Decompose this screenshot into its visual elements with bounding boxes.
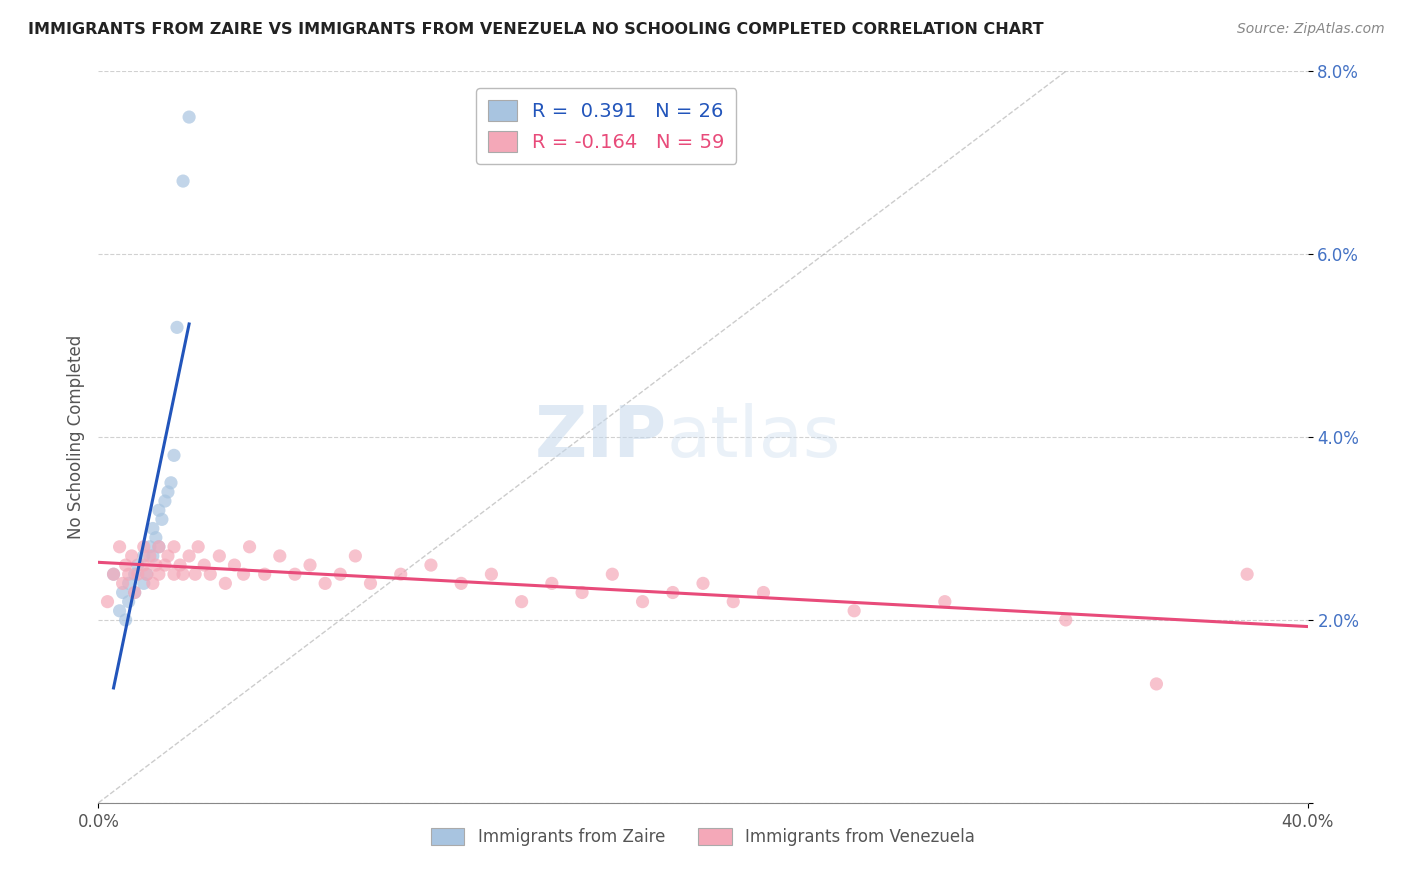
Point — [169, 558, 191, 573]
Point — [111, 585, 134, 599]
Point — [224, 558, 246, 573]
Point — [510, 595, 533, 609]
Point — [135, 567, 157, 582]
Point — [127, 567, 149, 582]
Point — [114, 558, 136, 573]
Point — [132, 558, 155, 573]
Point — [540, 576, 562, 591]
Text: Source: ZipAtlas.com: Source: ZipAtlas.com — [1237, 22, 1385, 37]
Point — [163, 567, 186, 582]
Point — [166, 320, 188, 334]
Point — [145, 558, 167, 573]
Point — [148, 503, 170, 517]
Point — [232, 567, 254, 582]
Point — [156, 549, 179, 563]
Point — [103, 567, 125, 582]
Point — [121, 549, 143, 563]
Point — [118, 595, 141, 609]
Point — [148, 567, 170, 582]
Legend: Immigrants from Zaire, Immigrants from Venezuela: Immigrants from Zaire, Immigrants from V… — [425, 822, 981, 853]
Point — [571, 585, 593, 599]
Point — [602, 567, 624, 582]
Point — [142, 576, 165, 591]
Point — [214, 576, 236, 591]
Point — [172, 567, 194, 582]
Point — [135, 567, 157, 582]
Point — [1054, 613, 1077, 627]
Point — [124, 585, 146, 599]
Point — [284, 567, 307, 582]
Point — [661, 585, 683, 599]
Point — [360, 576, 382, 591]
Point — [844, 604, 866, 618]
Point — [253, 567, 276, 582]
Point — [132, 540, 155, 554]
Point — [179, 110, 201, 124]
Point — [132, 549, 155, 563]
Point — [208, 549, 231, 563]
Point — [389, 567, 412, 582]
Point — [160, 475, 183, 490]
Point — [114, 613, 136, 627]
Point — [127, 558, 149, 573]
Point — [118, 567, 141, 582]
Point — [344, 549, 367, 563]
Point — [723, 595, 745, 609]
Point — [103, 567, 125, 582]
Point — [163, 540, 186, 554]
Point — [179, 549, 201, 563]
Point — [153, 558, 176, 573]
Text: IMMIGRANTS FROM ZAIRE VS IMMIGRANTS FROM VENEZUELA NO SCHOOLING COMPLETED CORREL: IMMIGRANTS FROM ZAIRE VS IMMIGRANTS FROM… — [28, 22, 1043, 37]
Point — [148, 540, 170, 554]
Point — [145, 531, 167, 545]
Point — [132, 576, 155, 591]
Point — [96, 595, 118, 609]
Text: atlas: atlas — [666, 402, 841, 472]
Point — [187, 540, 209, 554]
Point — [124, 585, 146, 599]
Point — [269, 549, 291, 563]
Point — [118, 576, 141, 591]
Point — [184, 567, 207, 582]
Point — [148, 540, 170, 554]
Point — [153, 494, 176, 508]
Point — [631, 595, 654, 609]
Point — [124, 567, 146, 582]
Point — [481, 567, 503, 582]
Point — [420, 558, 443, 573]
Point — [142, 521, 165, 535]
Text: ZIP: ZIP — [534, 402, 666, 472]
Point — [450, 576, 472, 591]
Point — [200, 567, 222, 582]
Point — [239, 540, 262, 554]
Y-axis label: No Schooling Completed: No Schooling Completed — [66, 335, 84, 539]
Point — [142, 549, 165, 563]
Point — [299, 558, 322, 573]
Point — [108, 540, 131, 554]
Point — [1236, 567, 1258, 582]
Point — [193, 558, 215, 573]
Point — [150, 512, 173, 526]
Point — [139, 549, 162, 563]
Point — [314, 576, 336, 591]
Point — [156, 485, 179, 500]
Point — [163, 449, 186, 463]
Point — [111, 576, 134, 591]
Point — [692, 576, 714, 591]
Point — [139, 540, 162, 554]
Point — [329, 567, 352, 582]
Point — [108, 604, 131, 618]
Point — [934, 595, 956, 609]
Point — [752, 585, 775, 599]
Point — [172, 174, 194, 188]
Point — [1144, 677, 1167, 691]
